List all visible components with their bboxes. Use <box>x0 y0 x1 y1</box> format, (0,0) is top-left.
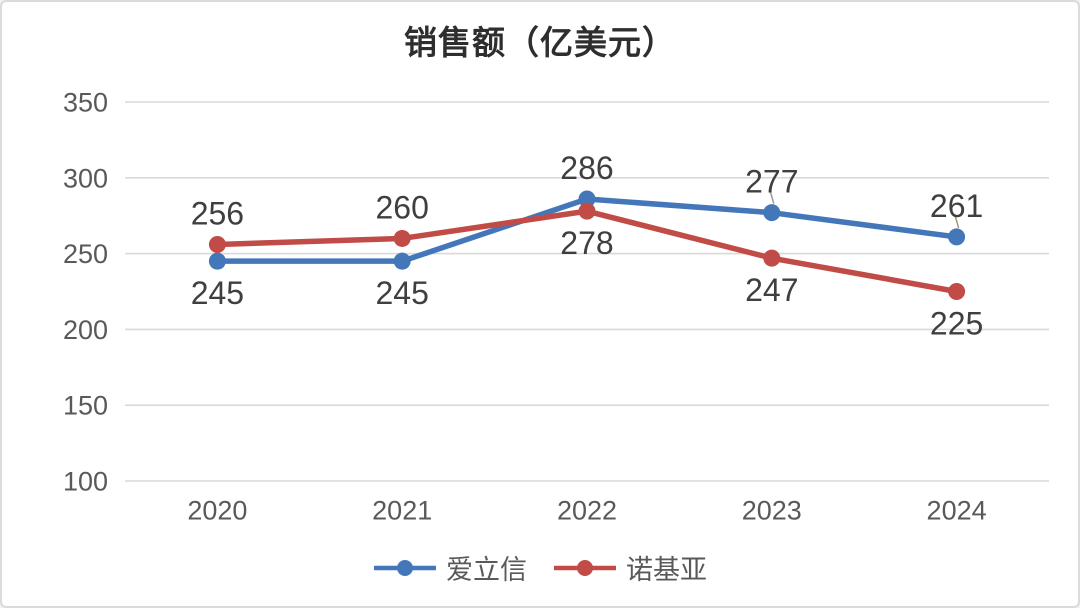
data-point-爱立信-2021 <box>393 252 411 270</box>
data-point-诺基亚-2021 <box>393 229 411 247</box>
data-point-诺基亚-2022 <box>578 202 596 220</box>
y-tick-label: 300 <box>63 163 108 193</box>
data-label-爱立信-2022: 286 <box>560 150 613 186</box>
data-point-诺基亚-2023 <box>763 249 781 267</box>
chart-legend: 爱立信 诺基亚 <box>2 548 1078 587</box>
x-tick-label: 2022 <box>557 495 617 525</box>
data-point-爱立信-2023 <box>763 204 781 222</box>
label-leader-line <box>953 213 960 229</box>
y-tick-label: 100 <box>63 466 108 496</box>
data-point-爱立信-2024 <box>948 228 966 246</box>
chart-title: 销售额（亿美元） <box>404 23 676 62</box>
legend-label: 诺基亚 <box>626 555 707 585</box>
x-tick-label: 2024 <box>927 495 987 525</box>
y-tick-label: 350 <box>63 87 108 117</box>
legend-label: 爱立信 <box>446 555 527 585</box>
data-point-诺基亚-2024 <box>948 283 966 300</box>
data-label-爱立信-2024: 261 <box>930 188 983 224</box>
x-tick-label: 2023 <box>742 495 802 525</box>
data-label-诺基亚-2024: 225 <box>930 306 983 342</box>
label-leader-line <box>769 189 775 204</box>
data-label-诺基亚-2023: 247 <box>745 272 798 308</box>
data-point-诺基亚-2020 <box>208 236 226 254</box>
data-label-诺基亚-2021: 260 <box>376 189 429 225</box>
legend-item-诺基亚: 诺基亚 <box>553 548 707 587</box>
data-label-诺基亚-2020: 256 <box>191 196 244 232</box>
data-label-爱立信-2023: 277 <box>745 164 798 200</box>
legend-line-marker-icon <box>554 559 616 576</box>
data-point-爱立信-2022 <box>578 190 596 208</box>
legend-item-爱立信: 爱立信 <box>373 548 527 587</box>
data-label-爱立信-2020: 245 <box>191 275 244 311</box>
legend-line-marker-icon <box>374 559 436 576</box>
y-tick-label: 250 <box>63 239 108 269</box>
data-label-诺基亚-2022: 278 <box>560 225 613 261</box>
x-tick-label: 2021 <box>372 495 432 525</box>
x-tick-label: 2020 <box>187 495 247 525</box>
y-tick-label: 200 <box>63 315 108 345</box>
data-point-爱立信-2020 <box>208 252 226 270</box>
y-tick-label: 150 <box>63 391 108 421</box>
data-label-爱立信-2021: 245 <box>376 275 429 311</box>
